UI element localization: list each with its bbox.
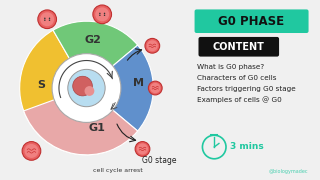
Text: 3 mins: 3 mins <box>230 143 264 152</box>
Circle shape <box>93 5 112 24</box>
FancyBboxPatch shape <box>195 9 308 33</box>
Wedge shape <box>20 30 109 155</box>
Circle shape <box>73 76 92 96</box>
Text: M: M <box>133 78 144 88</box>
Circle shape <box>40 12 54 26</box>
Circle shape <box>99 15 100 16</box>
Text: G2: G2 <box>85 35 101 45</box>
Circle shape <box>38 10 57 29</box>
Text: Characters of G0 cells: Characters of G0 cells <box>196 75 276 81</box>
Circle shape <box>137 143 148 154</box>
Text: CONTENT: CONTENT <box>213 42 265 52</box>
Wedge shape <box>112 45 153 131</box>
Circle shape <box>68 69 105 107</box>
Text: S: S <box>37 80 45 90</box>
Text: What is G0 phase?: What is G0 phase? <box>196 64 264 70</box>
Circle shape <box>104 15 105 16</box>
Text: G0 PHASE: G0 PHASE <box>219 15 284 28</box>
Circle shape <box>49 19 50 21</box>
Wedge shape <box>24 100 138 155</box>
Circle shape <box>95 7 109 21</box>
Circle shape <box>52 54 121 122</box>
Circle shape <box>44 18 45 19</box>
Circle shape <box>135 142 150 156</box>
Circle shape <box>150 83 160 93</box>
Text: G0 stage: G0 stage <box>142 156 177 165</box>
Text: Examples of cells @ G0: Examples of cells @ G0 <box>196 96 281 103</box>
Wedge shape <box>53 21 138 67</box>
Circle shape <box>104 13 105 14</box>
Circle shape <box>24 144 38 158</box>
Text: Factors triggering G0 stage: Factors triggering G0 stage <box>196 86 295 92</box>
FancyBboxPatch shape <box>198 37 279 57</box>
Circle shape <box>44 19 45 21</box>
Text: cell cycle arrest: cell cycle arrest <box>93 168 143 173</box>
Circle shape <box>147 40 158 51</box>
Circle shape <box>22 142 41 160</box>
Circle shape <box>84 86 94 96</box>
Text: @biologymadec: @biologymadec <box>269 168 308 174</box>
Circle shape <box>99 13 100 14</box>
Circle shape <box>148 81 162 95</box>
Circle shape <box>145 38 160 53</box>
Circle shape <box>49 18 50 19</box>
Text: G1: G1 <box>88 123 105 133</box>
